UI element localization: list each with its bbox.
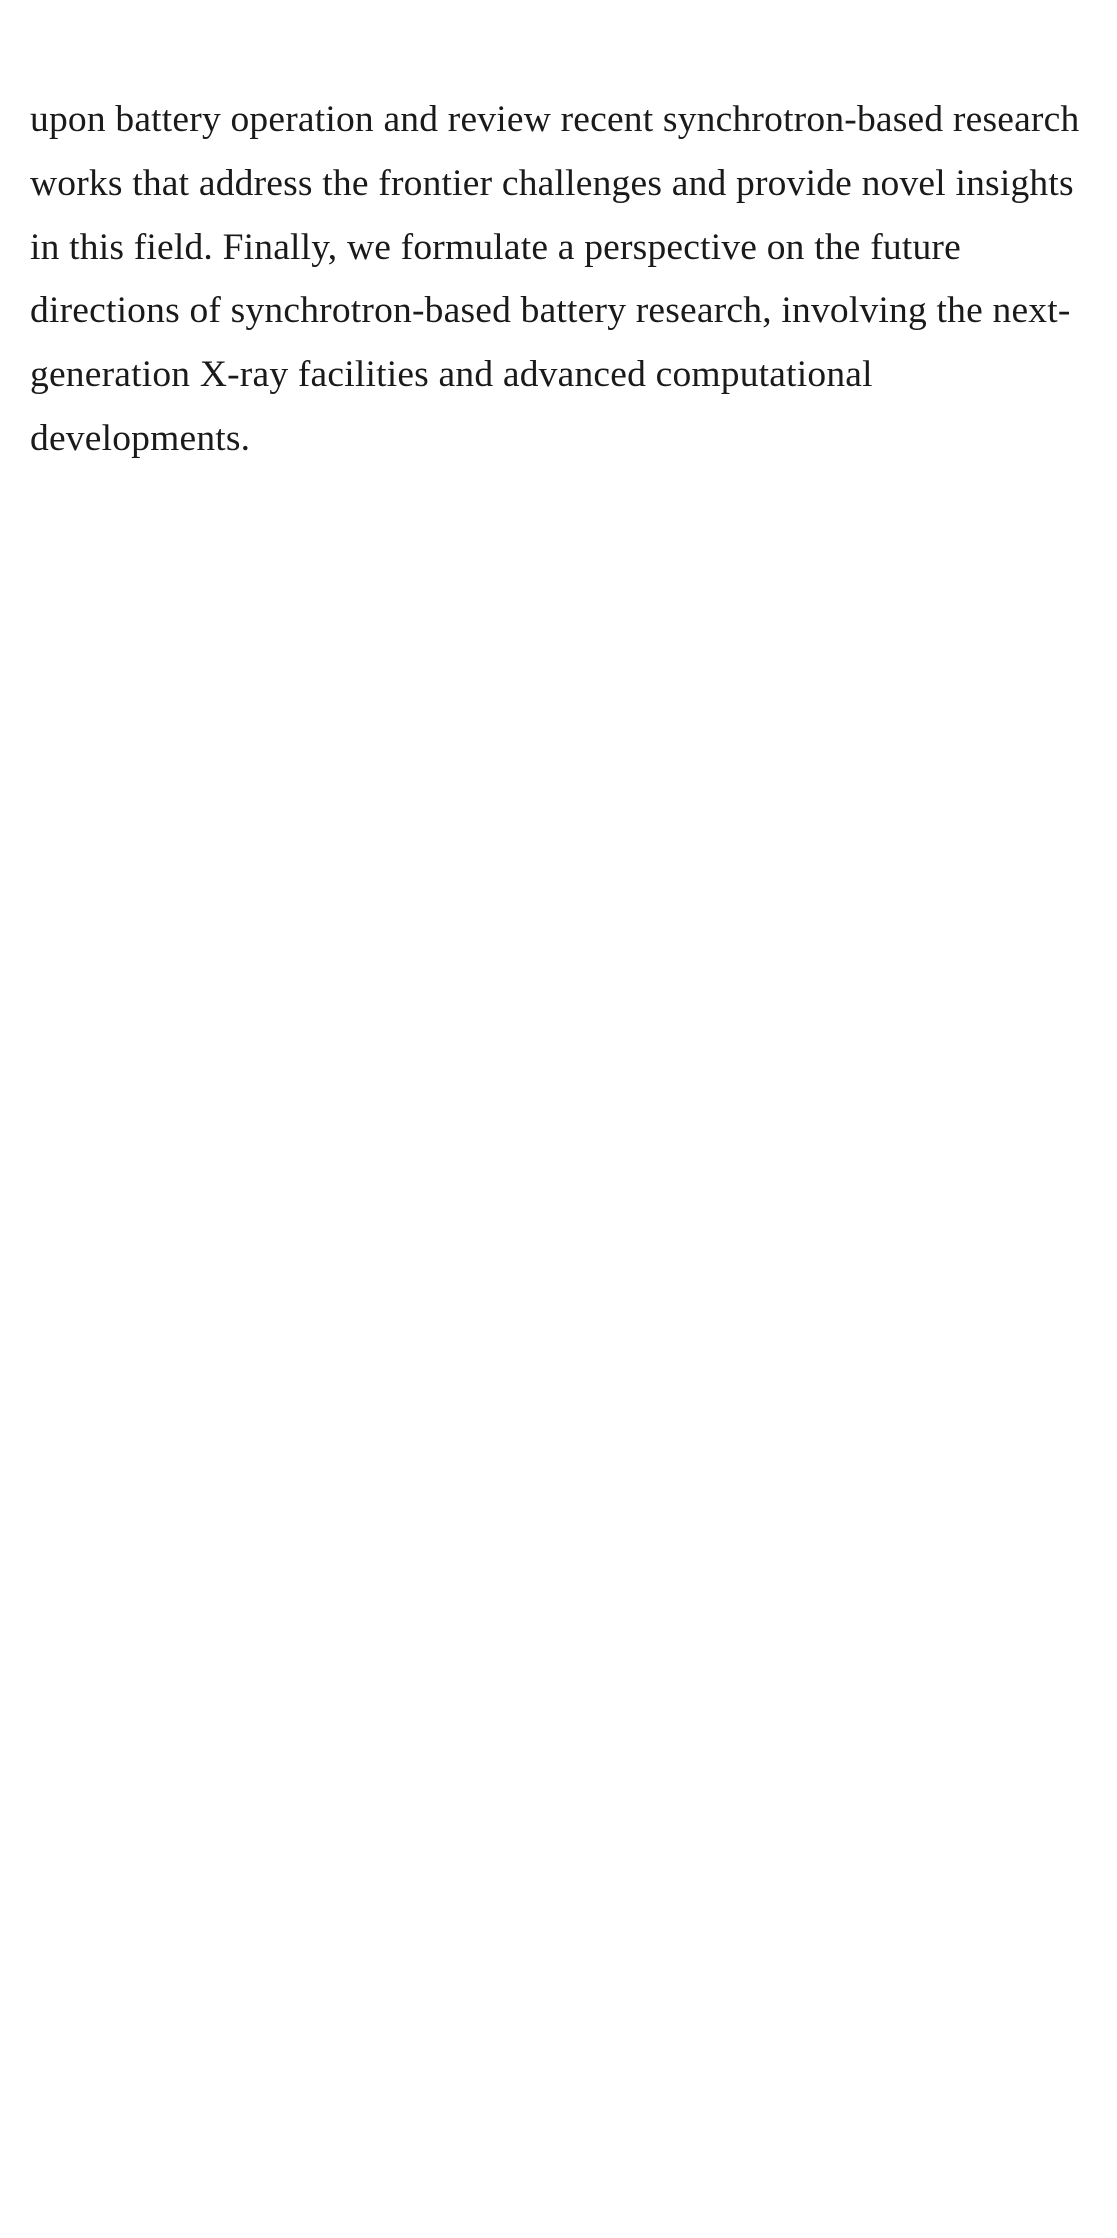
document-content: upon battery operation and review recent… — [0, 0, 1117, 471]
body-paragraph: upon battery operation and review recent… — [30, 88, 1087, 471]
